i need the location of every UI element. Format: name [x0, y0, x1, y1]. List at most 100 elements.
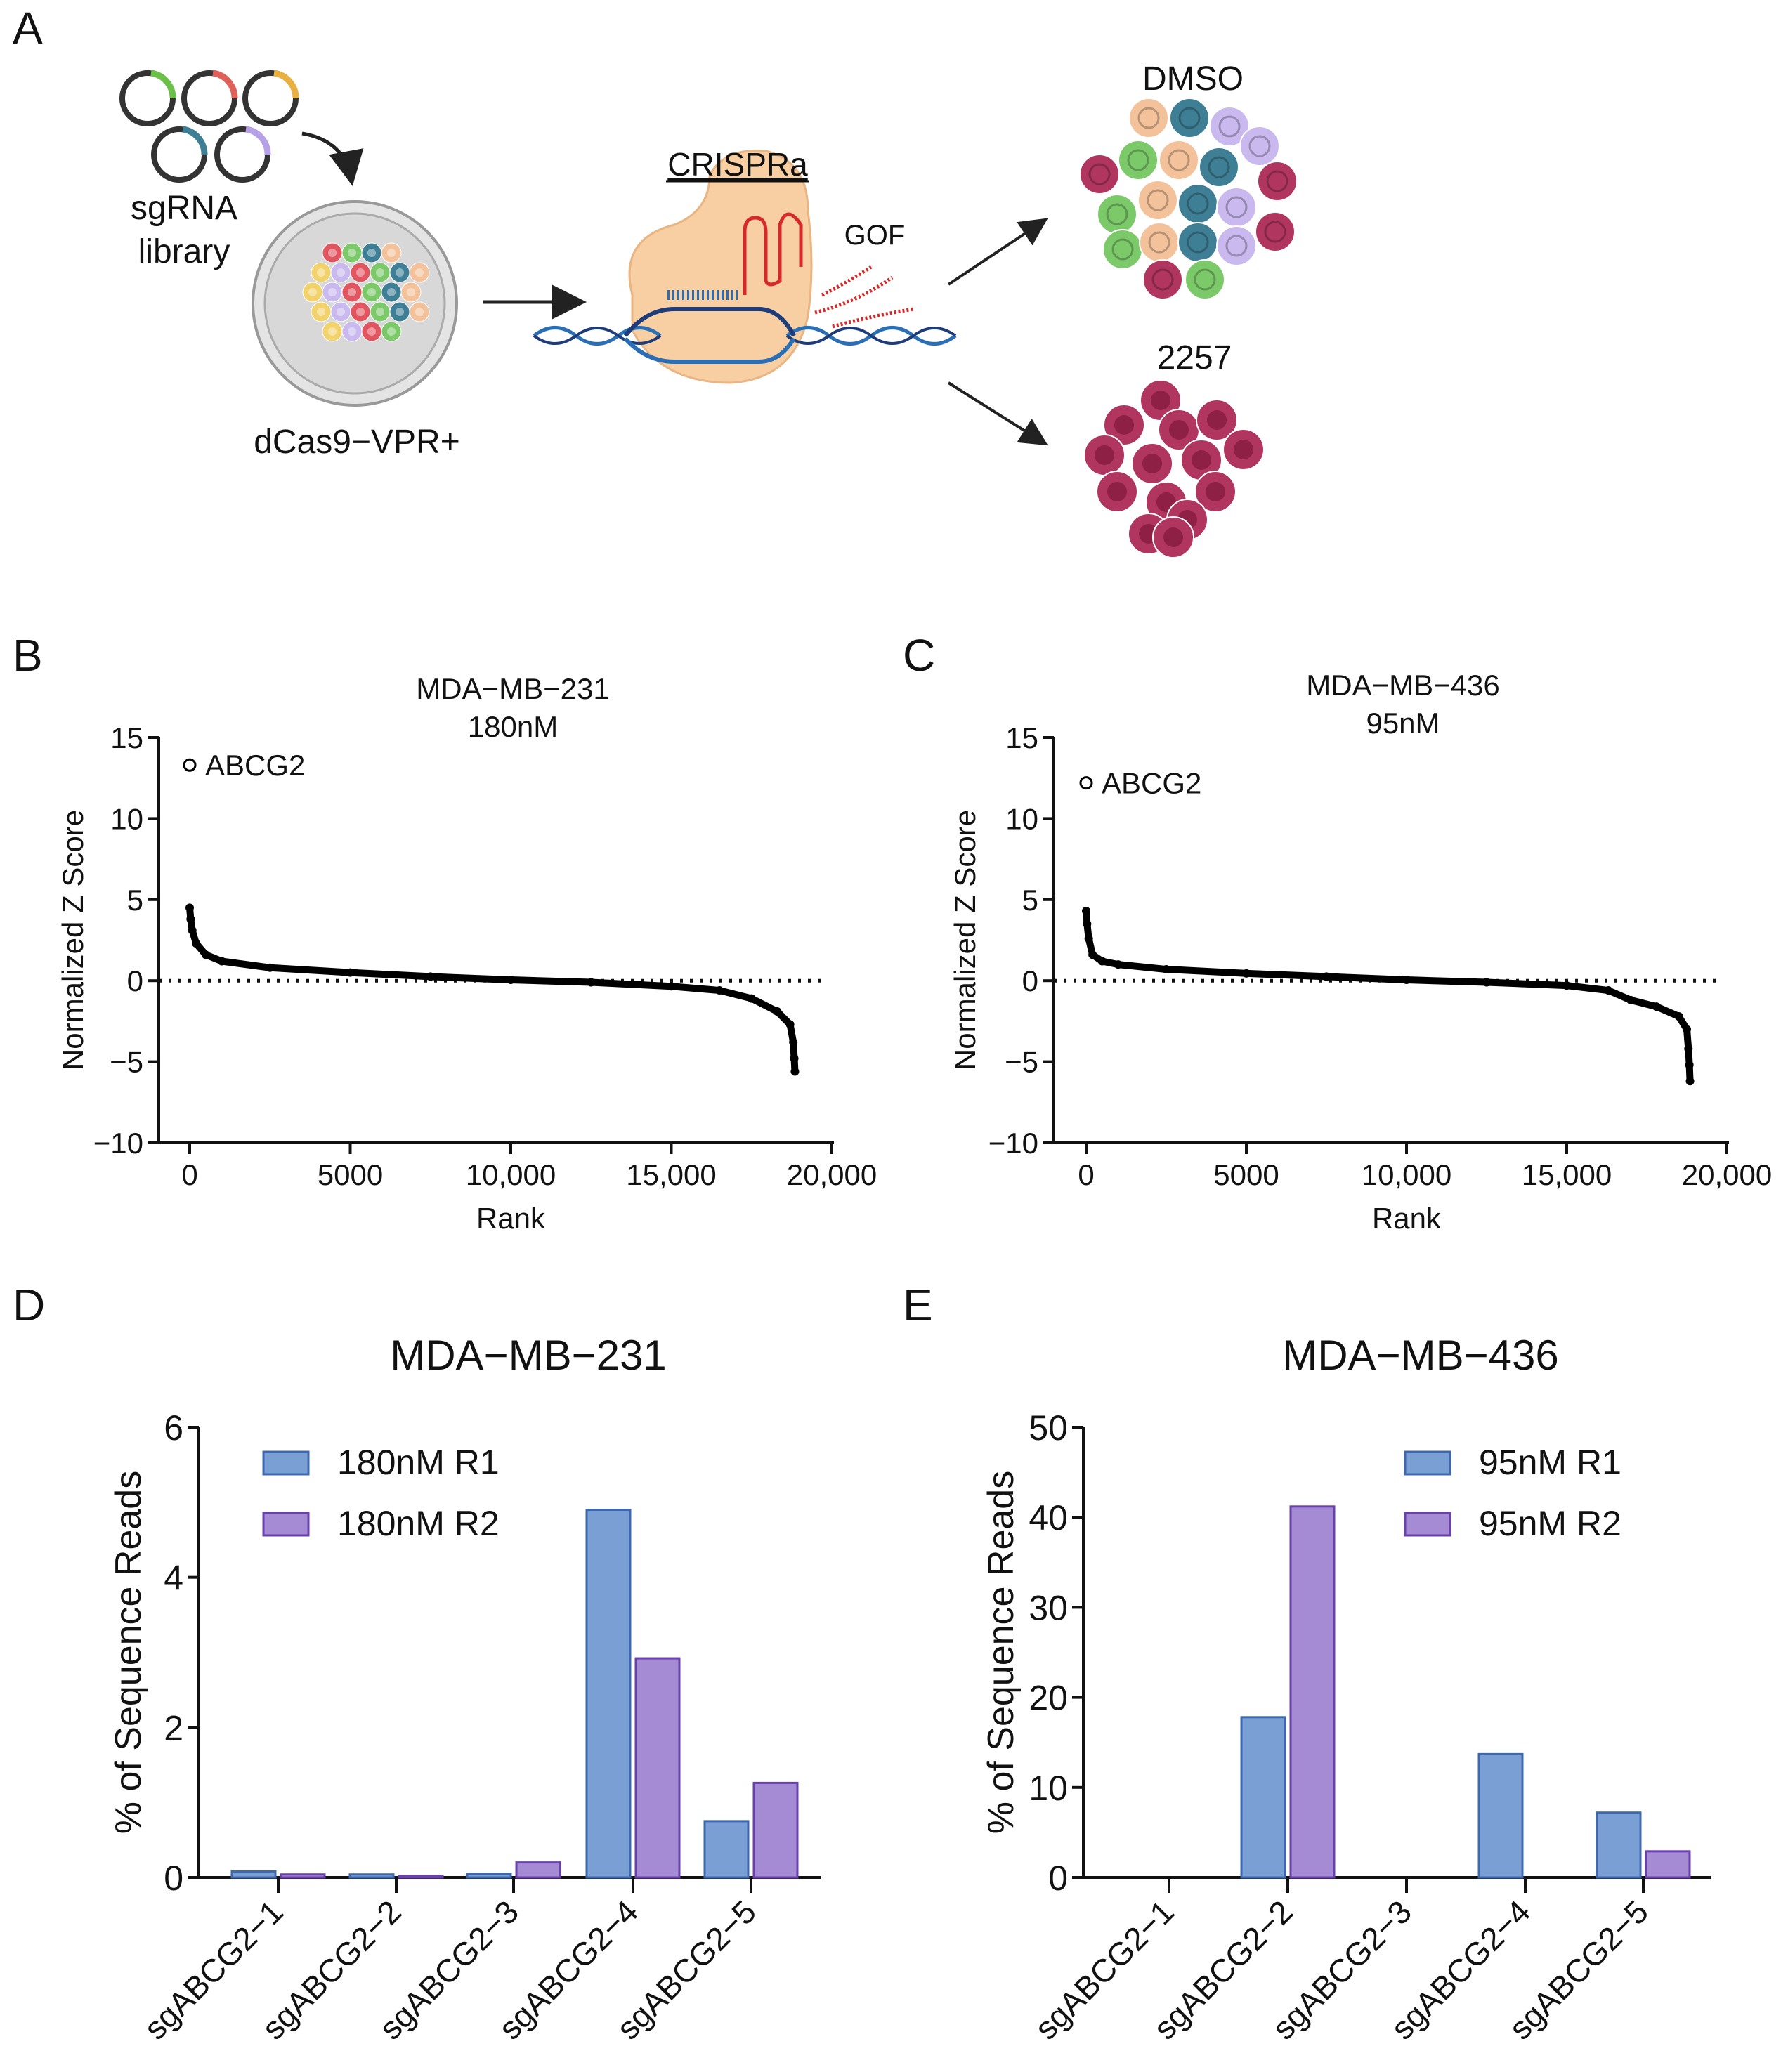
data-point	[1604, 986, 1613, 995]
data-point	[1402, 976, 1411, 985]
y-axis-label: Normalized Z Score	[56, 810, 89, 1070]
x-tick-label: 15,000	[1522, 1158, 1612, 1191]
x-axis-label: Rank	[1372, 1202, 1442, 1235]
y-tick-label: 15	[110, 721, 143, 754]
legend-label: 180nM R1	[337, 1443, 500, 1482]
x-tick-label: 10,000	[1362, 1158, 1451, 1191]
panel-letter-c: C	[903, 630, 935, 681]
data-point	[785, 1020, 795, 1029]
plasmid-library-icon	[119, 70, 299, 183]
y-tick-label: 20	[1029, 1679, 1068, 1718]
x-tick-label: 5000	[318, 1158, 383, 1191]
y-tick-label: 0	[127, 964, 143, 997]
data-point	[185, 903, 194, 912]
x-tick-label: 10,000	[466, 1158, 556, 1191]
data-point	[1084, 934, 1093, 943]
abcg2-highlight-point	[1079, 776, 1093, 790]
data-point	[217, 957, 226, 966]
data-point	[773, 1007, 782, 1016]
bar-180nm-r2	[515, 1861, 561, 1879]
y-tick-label: 2	[164, 1708, 183, 1748]
x-tick-label: 15,000	[626, 1158, 716, 1191]
crispra-label: CRISPRa	[667, 146, 808, 183]
y-tick-label: 5	[1022, 884, 1038, 917]
panel-c-chart: C MDA−MB−436 95nM 15 10 5 0 −5 −10 0 5000 10,000 15,…	[903, 630, 1772, 1235]
treatment-2257-label: 2257	[1157, 339, 1232, 376]
bar-180nm-r1	[348, 1873, 395, 1879]
panel-letter-e: E	[903, 1280, 933, 1330]
y-tick-label: 0	[1022, 964, 1038, 997]
y-tick-label: 10	[110, 802, 143, 835]
data-point	[1562, 981, 1571, 990]
data-point	[667, 982, 676, 991]
data-point	[747, 994, 756, 1003]
data-point	[266, 963, 275, 972]
legend-swatch	[1404, 1450, 1451, 1476]
bar-180nm-r2	[752, 1781, 799, 1879]
dmso-label: DMSO	[1142, 60, 1244, 98]
data-point	[1652, 1002, 1661, 1011]
chart-title: MDA−MB−436	[1282, 1332, 1559, 1379]
bar-95nm-r1	[1477, 1752, 1524, 1879]
legend-label: 180nM R2	[337, 1504, 500, 1543]
x-tick-label: 0	[181, 1158, 197, 1191]
y-tick-label: 15	[1005, 721, 1038, 754]
y-tick-label: 6	[164, 1408, 183, 1448]
chart-title: MDA−MB−231	[416, 672, 609, 705]
chart-title: MDA−MB−436	[1306, 669, 1499, 702]
y-tick-label: 40	[1029, 1498, 1068, 1537]
arrow-icon	[947, 218, 1048, 286]
data-point	[188, 926, 197, 935]
ranked-gene-curve	[1083, 907, 1694, 1085]
bar-180nm-r2	[634, 1657, 681, 1879]
chart-title: 95nM	[1366, 707, 1440, 740]
library-label-line1: sgRNA	[131, 190, 237, 227]
y-axis-label: % of Sequence Reads	[108, 1471, 149, 1834]
chart-title: 180nM	[468, 710, 558, 743]
legend-label: 95nM R2	[1479, 1504, 1621, 1543]
data-point	[790, 1067, 800, 1076]
y-tick-label: 5	[127, 884, 143, 917]
abcg2-label: ABCG2	[1102, 767, 1201, 800]
data-point	[1482, 978, 1491, 987]
bar-95nm-r1	[1596, 1811, 1642, 1879]
data-point	[1322, 972, 1331, 981]
bar-180nm-r1	[585, 1509, 632, 1879]
y-tick-label: 10	[1005, 802, 1038, 835]
data-point	[1082, 906, 1090, 915]
data-point	[587, 978, 596, 987]
panel-letter-d: D	[13, 1280, 45, 1330]
y-tick-label: 0	[1048, 1858, 1068, 1898]
panel-letter-b: B	[13, 630, 43, 681]
bar-180nm-r1	[703, 1820, 750, 1879]
x-axis-label: Rank	[476, 1202, 546, 1235]
y-tick-label: 10	[1029, 1769, 1068, 1808]
data-point	[186, 914, 195, 924]
legend-label: 95nM R1	[1479, 1443, 1621, 1482]
panel-b-chart: B MDA−MB−231 180nM 15 10 5 0 −5 −10 0 5000 10,000 15…	[13, 630, 877, 1235]
library-label-line2: library	[138, 233, 230, 270]
y-axis-label: % of Sequence Reads	[981, 1471, 1022, 1834]
resistant-cell-population-icon	[1083, 379, 1265, 558]
data-point	[1626, 995, 1636, 1004]
data-point	[1083, 919, 1092, 929]
legend-swatch	[1404, 1512, 1451, 1537]
data-point	[1674, 1011, 1683, 1021]
arrow-icon	[301, 131, 364, 186]
bar-95nm-r1	[1240, 1716, 1286, 1879]
y-tick-label: 0	[164, 1858, 183, 1898]
y-tick-label: 30	[1029, 1588, 1068, 1627]
y-tick-label: 4	[164, 1559, 183, 1598]
data-point	[1162, 965, 1170, 974]
data-point	[192, 939, 201, 948]
dmso-cell-population-icon	[1079, 98, 1298, 300]
legend-swatch	[262, 1512, 310, 1537]
y-tick-label: −10	[988, 1127, 1038, 1160]
petri-dish-icon	[252, 200, 458, 407]
data-point	[1685, 1061, 1694, 1070]
y-tick-label: −5	[1005, 1046, 1038, 1079]
data-point	[789, 1037, 798, 1047]
x-tick-label: 20,000	[787, 1158, 877, 1191]
